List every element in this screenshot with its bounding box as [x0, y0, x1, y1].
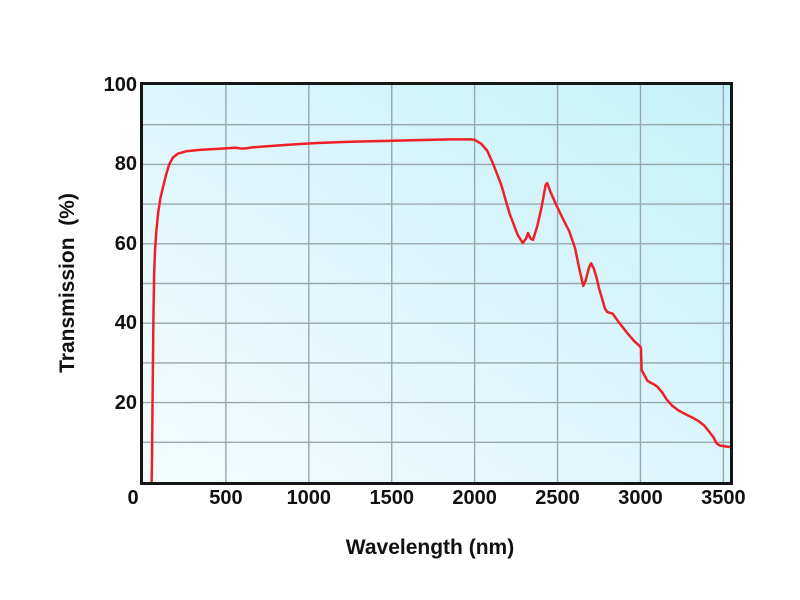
plot-area	[140, 82, 733, 485]
x-tick-label: 1000	[286, 487, 332, 509]
transmission-curve	[150, 138, 730, 482]
plot-svg	[143, 85, 730, 482]
y-tick-label: 40	[114, 312, 137, 335]
x-tick-label: 2000	[452, 487, 497, 509]
x-tick-label: 500	[209, 487, 243, 509]
x-tick-label: 3000	[618, 487, 663, 509]
x-tick-label: 2500	[535, 487, 580, 509]
y-tick-label: 100	[103, 74, 137, 96]
x-tick-label: 0	[127, 487, 139, 509]
x-tick-label: 3500	[701, 487, 746, 509]
y-tick-label: 20	[114, 391, 137, 414]
x-axis-title: Wavelength (nm)	[345, 536, 515, 559]
y-axis-title: Transmission (%)	[56, 193, 79, 373]
y-tick-label: 80	[114, 153, 137, 176]
y-tick-label: 60	[114, 232, 137, 255]
x-tick-label: 1500	[369, 487, 414, 509]
